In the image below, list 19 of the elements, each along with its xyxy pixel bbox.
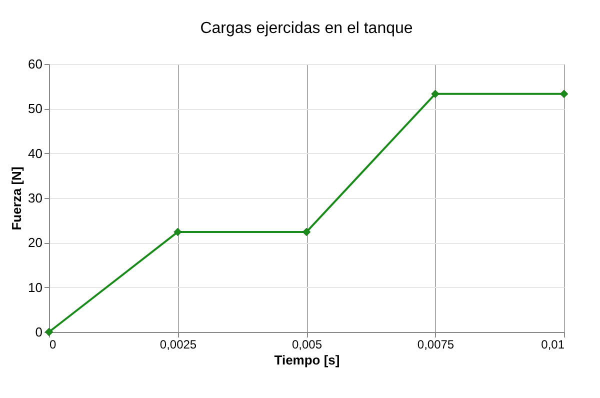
point (560, 90, 568, 98)
x-axis-title: Tiempo [s] (274, 352, 340, 368)
point (174, 228, 182, 236)
y-tick-label: 60 (28, 56, 42, 72)
x-tick-label: 0 (50, 338, 56, 352)
chart-title: Cargas ejercidas en el tanque (200, 20, 413, 37)
y-axis-title: Fuerza [N] (9, 166, 24, 230)
y-tick-label: 40 (28, 146, 42, 161)
y-tick-label: 30 (28, 190, 42, 206)
y-tick-label: 10 (28, 280, 42, 295)
point (431, 90, 440, 98)
x-tick-label: 0,0025 (160, 338, 197, 352)
point (302, 228, 311, 236)
y-tick-label: 0 (35, 324, 42, 340)
x-tick-label: 0,0075 (417, 338, 454, 352)
y-tick-label: 20 (28, 235, 42, 250)
x-tick-label: 0,005 (292, 338, 322, 352)
x-tick-label: 0,01 (541, 338, 565, 352)
y-tick-label: 50 (28, 101, 42, 116)
